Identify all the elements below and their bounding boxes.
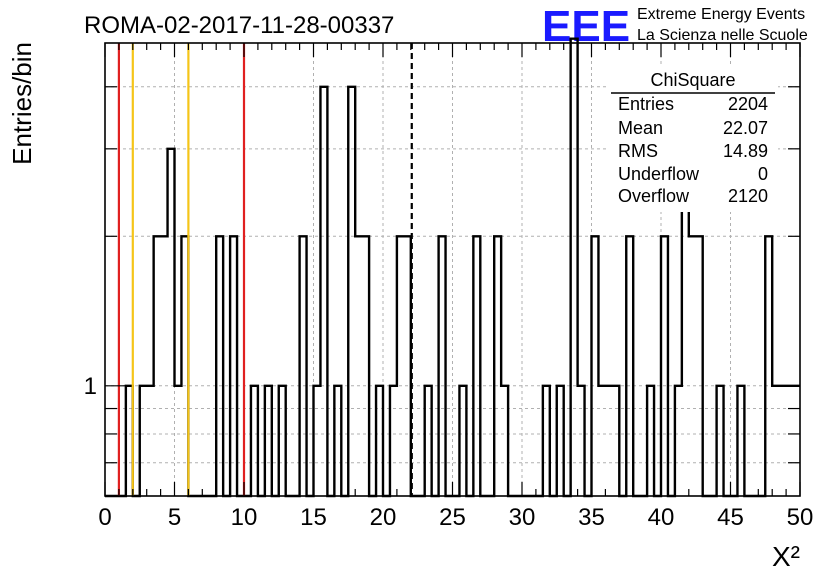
x-tick-label: 10 <box>231 504 258 531</box>
stats-value-overflow: 2120 <box>728 186 768 206</box>
stats-label-underflow: Underflow <box>618 164 700 184</box>
stats-row: RMS 14.89 <box>618 141 768 161</box>
reference-lines <box>117 43 413 496</box>
histogram-bin <box>598 386 605 496</box>
x-tick-label: 40 <box>648 504 675 531</box>
logo-line1: Extreme Energy Events <box>637 6 805 23</box>
x-tick-label: 15 <box>300 504 327 531</box>
histogram-bin <box>793 386 800 496</box>
stats-box: ChiSquare Entries 2204 Mean 22.07 RMS 14… <box>608 66 778 212</box>
x-tick-label: 0 <box>98 504 111 531</box>
histogram-bin <box>605 386 612 496</box>
eee-logo: EEE Extreme Energy Events La Scienza nel… <box>542 2 808 51</box>
x-tick-label: 20 <box>370 504 397 531</box>
stats-row: Entries 2204 <box>618 94 768 114</box>
y-tick-label: 1 <box>84 373 97 400</box>
stats-row: Mean 22.07 <box>618 118 768 138</box>
x-tick-label: 35 <box>578 504 605 531</box>
stats-title: ChiSquare <box>650 70 735 90</box>
logo-line2: La Scienza nelle Scuole <box>637 27 808 44</box>
x-tick-label: 5 <box>168 504 181 531</box>
x-axis-label: X² <box>772 541 800 572</box>
x-axis-ticks: 0 5 10 15 20 25 30 35 40 45 50 <box>98 43 813 531</box>
stats-label-mean: Mean <box>618 118 663 138</box>
stats-label-entries: Entries <box>618 94 674 114</box>
histogram-bin <box>689 236 696 496</box>
stats-value-entries: 2204 <box>728 94 768 114</box>
x-tick-label: 30 <box>509 504 536 531</box>
histogram-bin <box>147 386 154 496</box>
stats-value-mean: 22.07 <box>723 118 768 138</box>
chart-title: ROMA-02-2017-11-28-00337 <box>84 12 394 39</box>
stats-row: Overflow 2120 <box>618 186 768 206</box>
stats-value-rms: 14.89 <box>723 141 768 161</box>
stats-label-overflow: Overflow <box>618 186 690 206</box>
histogram-bin <box>175 386 182 496</box>
y-axis-label: Entries/bin <box>7 42 37 165</box>
histogram-bin <box>779 386 786 496</box>
x-tick-label: 25 <box>439 504 466 531</box>
y-axis-ticks: 1 <box>84 86 800 464</box>
histogram-bin <box>161 236 168 496</box>
x-tick-label: 45 <box>717 504 744 531</box>
x-tick-label: 50 <box>787 504 814 531</box>
histogram-bin <box>355 236 362 496</box>
histogram-bin <box>772 386 779 496</box>
histogram-bin <box>786 386 793 496</box>
stats-label-rms: RMS <box>618 141 658 161</box>
stats-value-underflow: 0 <box>758 164 768 184</box>
stats-box-background <box>608 66 778 212</box>
stats-row: Underflow 0 <box>618 164 768 184</box>
